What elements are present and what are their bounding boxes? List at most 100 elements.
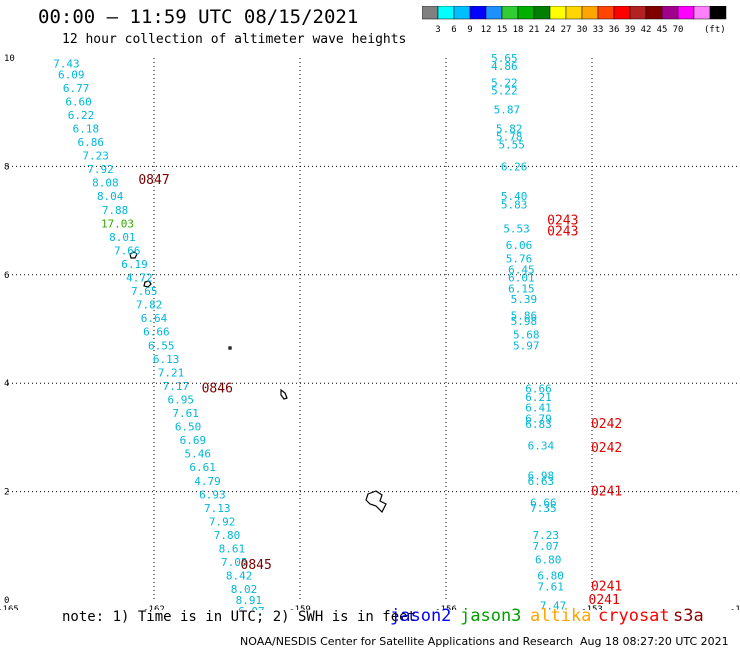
- island-outline: [280, 388, 288, 400]
- wave-height-label: 6.83: [525, 418, 552, 431]
- wave-height-label: 6.98: [528, 469, 555, 482]
- wave-height-label: 6.07: [238, 605, 265, 610]
- colorbar-tick-label: 18: [513, 25, 524, 35]
- wave-height-label: 8.02: [231, 583, 258, 596]
- wave-height-label: 6.61: [189, 461, 216, 474]
- pass-time-label: 0241: [591, 485, 622, 500]
- colorbar-tick-label: 9: [467, 25, 472, 35]
- wave-height-label: 6.09: [58, 68, 85, 81]
- wave-height-label: 8.04: [97, 190, 124, 203]
- wave-height-label: 5.22: [491, 76, 518, 89]
- legend-s3a: s3a: [673, 606, 704, 626]
- wave-height-label: 7.17: [163, 380, 190, 393]
- wave-height-label: 5.22: [491, 85, 518, 98]
- wave-height-label: 6.95: [168, 393, 195, 406]
- wave-height-label: 6.86: [77, 136, 104, 149]
- wave-height-label: 5.39: [511, 293, 538, 306]
- colorbar-tick-label: 12: [481, 25, 492, 35]
- pass-time-label: 0241: [591, 579, 622, 594]
- wave-height-label: 6.41: [525, 402, 552, 415]
- wave-height-label: 5.40: [501, 190, 528, 203]
- x-tick-label: -165: [0, 605, 19, 610]
- pass-time-label: 0846: [202, 382, 233, 397]
- colorbar-tick-label: 6: [451, 25, 456, 35]
- wave-height-label: 5.87: [494, 103, 521, 116]
- wave-height-label: 4.79: [194, 475, 221, 488]
- y-tick-label: 0: [4, 596, 9, 606]
- wave-height-label: 6.80: [537, 570, 564, 583]
- wave-height-label: 7.23: [533, 529, 560, 542]
- y-tick-label: 4: [4, 379, 9, 389]
- wave-height-label: 5.82: [496, 122, 523, 135]
- wave-height-label: 5.86: [511, 309, 538, 322]
- colorbar-tick-label: 30: [577, 25, 588, 35]
- wave-height-label: 7.61: [172, 407, 199, 420]
- legend-cryosat: cryosat: [598, 606, 670, 626]
- wave-height-label: 7.65: [131, 285, 158, 298]
- wave-height-label: 7.23: [82, 150, 109, 163]
- colorbar-tick-label: 45: [657, 25, 668, 35]
- wave-height-label: 8.42: [226, 570, 253, 583]
- wave-height-label: 7.35: [530, 502, 557, 515]
- colorbar-tick-label: 21: [529, 25, 540, 35]
- wave-height-label: 6.01: [508, 272, 535, 285]
- colorbar-tick-label: 70: [673, 25, 684, 35]
- wave-height-label: 8.08: [92, 177, 119, 190]
- wave-height-label: 6.66: [143, 326, 170, 339]
- x-tick-label: -15: [730, 605, 740, 610]
- page-title: 00:00 – 11:59 UTC 08/15/2021: [38, 6, 359, 28]
- wave-height-label: 6.80: [535, 553, 562, 566]
- wave-height-label: 7.82: [136, 299, 163, 312]
- wave-height-label: 5.97: [513, 339, 540, 352]
- wave-height-label: 5.65: [491, 52, 518, 65]
- wave-height-label: 6.34: [528, 440, 555, 453]
- colorbar-tick-label: 15: [497, 25, 508, 35]
- wave-height-label: 6.06: [506, 239, 533, 252]
- wave-height-label: 7.92: [209, 515, 236, 528]
- colorbar-unit: (ft): [704, 25, 726, 35]
- wave-height-label: 6.19: [121, 258, 148, 271]
- colorbar-tick-label: 24: [545, 25, 556, 35]
- page-subtitle: 12 hour collection of altimeter wave hei…: [62, 32, 407, 47]
- wave-height-label: 5.53: [503, 223, 530, 236]
- wave-height-label: 6.15: [508, 282, 535, 295]
- island-outline: [143, 280, 152, 288]
- wave-height-label: 8.61: [219, 543, 246, 556]
- wave-height-label: 6.26: [501, 160, 528, 173]
- colorbar-tick-label: 33: [593, 25, 604, 35]
- y-tick-label: 10: [4, 54, 15, 64]
- wave-height-label: 6.64: [141, 312, 168, 325]
- wave-height-label: 7.07: [533, 540, 560, 553]
- x-tick-label: -153: [581, 605, 603, 610]
- y-tick-label: 6: [4, 271, 9, 281]
- wave-height-label: 7.21: [158, 366, 185, 379]
- island-outline: [228, 346, 232, 350]
- wave-height-label: 6.60: [65, 95, 92, 108]
- wave-height-label: 6.69: [180, 434, 207, 447]
- wave-height-label: 4.72: [126, 272, 153, 285]
- wave-height-label: 5.55: [498, 139, 525, 152]
- wave-height-label: 6.66: [530, 496, 557, 509]
- island-outline: [365, 490, 387, 514]
- wave-height-label: 7.13: [204, 502, 231, 515]
- pass-time-label: 0242: [591, 417, 622, 432]
- generated-timestamp: Aug 18 08:27:20 UTC 2021: [580, 635, 729, 648]
- legend-jason2: jason2: [390, 606, 452, 626]
- wave-height-label: 7.92: [87, 163, 114, 176]
- pass-time-label: 0243: [547, 214, 578, 229]
- wave-height-label: 5.76: [506, 253, 533, 266]
- wave-height-label: 17.03: [101, 217, 134, 230]
- wave-height-label: 6.21: [525, 391, 552, 404]
- wave-height-label: 6.93: [199, 488, 226, 501]
- x-tick-label: -162: [143, 605, 165, 610]
- colorbar-tick-label: 3: [435, 25, 440, 35]
- pass-time-label: 0241: [589, 593, 620, 608]
- footer-note: note: 1) Time is in UTC; 2) SWH is in fe…: [62, 609, 417, 625]
- y-tick-label: 8: [4, 162, 9, 172]
- colorbar-swatch: [709, 6, 727, 20]
- y-tick-label: 2: [4, 488, 9, 498]
- wave-height-label: 6.13: [153, 353, 180, 366]
- wave-height-label: 5.78: [496, 131, 523, 144]
- wave-height-label: 7.47: [540, 599, 567, 610]
- x-tick-label: -159: [289, 605, 311, 610]
